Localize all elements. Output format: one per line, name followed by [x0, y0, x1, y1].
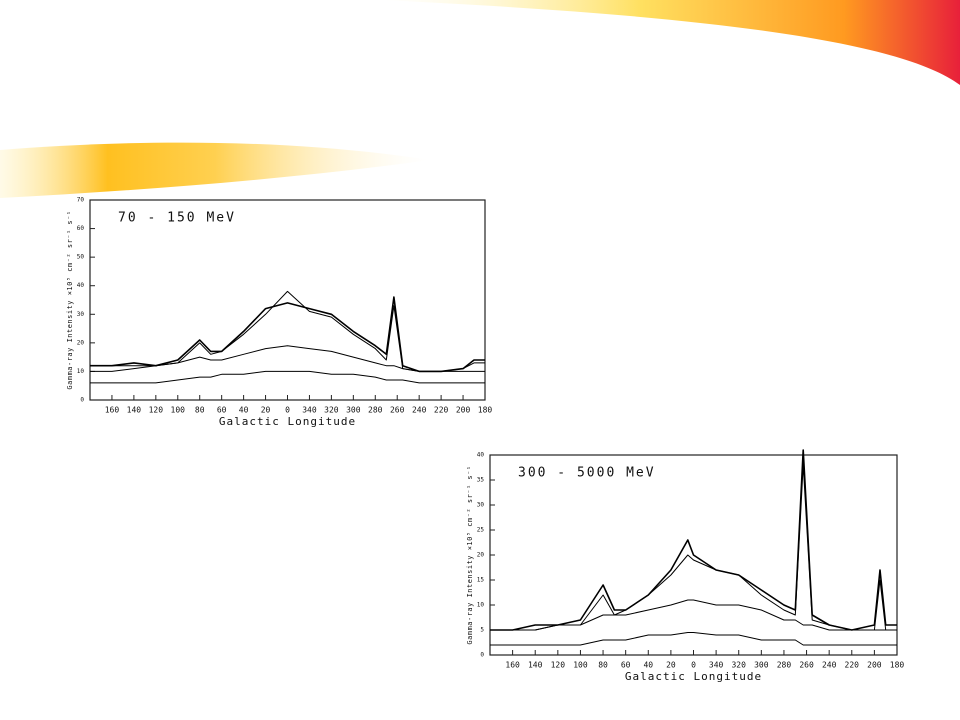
- data-line: [490, 632, 897, 646]
- chart-title: 300 - 5000 MeV: [518, 466, 656, 481]
- x-tick-label: 160: [105, 406, 120, 415]
- x-axis-title: Galactic Longitude: [625, 670, 762, 683]
- x-axis-title: Galactic Longitude: [219, 415, 356, 428]
- x-tick-label: 60: [621, 661, 631, 670]
- x-tick-label: 260: [799, 661, 814, 670]
- x-tick-label: 220: [845, 661, 860, 670]
- x-tick-label: 120: [149, 406, 164, 415]
- y-tick-label: 10: [477, 602, 485, 609]
- x-tick-label: 180: [890, 661, 905, 670]
- y-axis-title: Gamma-ray Intensity ×10⁵ cm⁻² sr⁻¹ s⁻¹: [466, 465, 474, 644]
- data-line: [90, 296, 485, 373]
- x-tick-label: 80: [598, 661, 608, 670]
- x-tick-label: 240: [822, 661, 837, 670]
- x-tick-label: 280: [368, 406, 383, 415]
- decor-blur: [0, 142, 430, 198]
- x-tick-label: 40: [239, 406, 249, 415]
- x-tick-label: 320: [731, 661, 746, 670]
- y-tick-label: 70: [77, 197, 85, 204]
- y-tick-label: 30: [77, 311, 85, 318]
- x-tick-label: 300: [754, 661, 769, 670]
- data-line: [490, 464, 897, 631]
- x-tick-label: 280: [777, 661, 792, 670]
- y-tick-label: 20: [477, 552, 485, 559]
- y-tick-label: 0: [80, 397, 84, 404]
- x-tick-label: 0: [285, 406, 290, 415]
- x-tick-label: 240: [412, 406, 427, 415]
- x-tick-label: 100: [573, 661, 588, 670]
- x-tick-label: 40: [643, 661, 653, 670]
- x-tick-label: 140: [127, 406, 142, 415]
- x-tick-label: 200: [867, 661, 882, 670]
- y-tick-label: 40: [77, 282, 85, 289]
- y-tick-label: 20: [77, 339, 85, 346]
- y-tick-label: 10: [77, 368, 85, 375]
- y-tick-label: 40: [477, 452, 485, 459]
- y-tick-label: 0: [480, 652, 484, 659]
- x-tick-label: 60: [217, 406, 227, 415]
- x-tick-label: 160: [505, 661, 520, 670]
- y-axis-title: Gamma-ray Intensity ×10⁵ cm⁻² sr⁻¹ s⁻¹: [66, 210, 74, 389]
- x-tick-label: 120: [551, 661, 566, 670]
- y-tick-label: 15: [477, 577, 485, 584]
- y-tick-label: 5: [480, 627, 484, 634]
- data-line: [490, 599, 897, 631]
- plot-frame: [89, 199, 486, 401]
- x-tick-label: 20: [261, 406, 271, 415]
- x-tick-label: 100: [171, 406, 186, 415]
- decor-swoosh: [380, 0, 960, 85]
- x-tick-label: 200: [456, 406, 471, 415]
- x-tick-label: 300: [346, 406, 361, 415]
- x-tick-label: 220: [434, 406, 449, 415]
- x-tick-label: 80: [195, 406, 205, 415]
- x-tick-label: 260: [390, 406, 405, 415]
- chart-title: 70 - 150 MeV: [118, 211, 236, 226]
- x-tick-label: 180: [478, 406, 493, 415]
- x-tick-label: 320: [324, 406, 339, 415]
- data-line: [90, 370, 485, 384]
- x-tick-label: 340: [709, 661, 724, 670]
- y-tick-label: 35: [477, 477, 485, 484]
- x-tick-label: 20: [666, 661, 676, 670]
- y-tick-label: 25: [477, 527, 485, 534]
- x-tick-label: 140: [528, 661, 543, 670]
- x-tick-label: 340: [302, 406, 317, 415]
- x-tick-label: 0: [691, 661, 696, 670]
- y-tick-label: 60: [77, 225, 85, 232]
- y-tick-label: 50: [77, 254, 85, 261]
- data-line: [90, 345, 485, 372]
- y-tick-label: 30: [477, 502, 485, 509]
